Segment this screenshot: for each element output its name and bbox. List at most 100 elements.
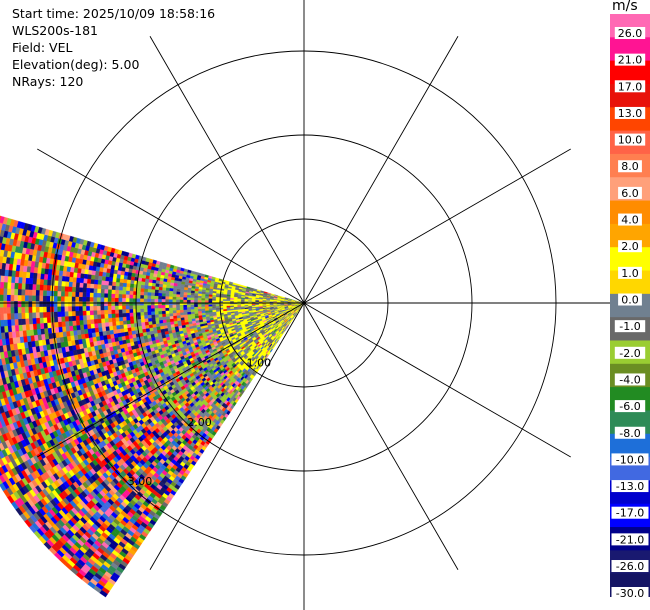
velocity-gate — [53, 316, 59, 323]
velocity-gate — [7, 275, 12, 283]
velocity-gate — [161, 301, 166, 306]
velocity-gate — [111, 321, 117, 326]
velocity-gate — [39, 322, 45, 330]
velocity-gate — [122, 290, 127, 295]
velocity-gate — [125, 312, 130, 317]
velocity-gate — [82, 310, 87, 316]
velocity-gate — [130, 326, 136, 332]
velocity-gate — [89, 287, 94, 293]
velocity-gate — [0, 294, 4, 302]
velocity-gate — [17, 288, 22, 296]
velocity-gate — [57, 285, 62, 292]
velocity-gate — [157, 307, 162, 312]
velocity-gate — [139, 308, 145, 313]
velocity-gate — [60, 311, 65, 317]
velocity-gate — [143, 308, 148, 313]
velocity-gate — [39, 295, 44, 302]
velocity-gate — [197, 308, 202, 312]
velocity-gate — [100, 297, 105, 302]
velocity-gate — [17, 300, 22, 308]
velocity-gate — [226, 305, 231, 308]
velocity-gate — [151, 317, 156, 322]
velocity-gate — [46, 290, 51, 297]
velocity-gate — [158, 319, 164, 324]
velocity-gate — [89, 314, 94, 320]
velocity-gate — [28, 283, 33, 290]
velocity-gate — [118, 305, 123, 310]
velocity-gate — [68, 281, 73, 287]
velocity-gate — [194, 308, 199, 312]
velocity-gate — [10, 288, 15, 296]
velocity-gate — [100, 305, 105, 311]
velocity-gate — [147, 308, 152, 312]
velocity-gate — [172, 312, 177, 317]
velocity-gate — [58, 326, 63, 333]
velocity-gate — [21, 283, 26, 290]
velocity-gate — [161, 295, 166, 300]
velocity-gate — [17, 294, 22, 302]
velocity-gate — [172, 301, 177, 305]
velocity-gate — [122, 316, 127, 321]
velocity-gate — [57, 316, 62, 323]
velocity-gate — [193, 295, 199, 298]
velocity-gate — [14, 312, 19, 320]
velocity-gate — [122, 286, 127, 291]
velocity-gate — [64, 291, 69, 297]
velocity-gate — [176, 314, 181, 319]
velocity-gate — [148, 320, 153, 325]
velocity-gate — [136, 291, 141, 296]
velocity-gate — [100, 288, 105, 294]
velocity-gate — [118, 316, 124, 322]
velocity-gate — [100, 284, 105, 290]
velocity-gate — [57, 290, 62, 297]
velocity-gate — [190, 297, 195, 301]
velocity-gate — [42, 301, 47, 307]
velocity-gate — [140, 291, 145, 296]
velocity-gate — [101, 326, 107, 332]
velocity-gate — [10, 306, 15, 314]
velocity-gate — [193, 304, 198, 307]
velocity-gate — [67, 301, 72, 307]
velocity-gate — [79, 324, 85, 330]
velocity-gate — [125, 286, 131, 291]
velocity-gate — [24, 312, 29, 319]
velocity-gate — [179, 304, 184, 308]
velocity-gate — [103, 305, 108, 311]
velocity-gate — [150, 304, 155, 309]
velocity-gate — [211, 304, 216, 307]
velocity-gate — [119, 324, 124, 330]
velocity-gate — [71, 301, 76, 307]
velocity-gate — [89, 296, 94, 302]
velocity-gate — [53, 295, 58, 302]
velocity-gate — [0, 281, 5, 289]
velocity-gate — [28, 295, 33, 302]
velocity-gate — [147, 317, 153, 322]
velocity-gate — [42, 290, 47, 296]
velocity-gate — [161, 310, 166, 315]
velocity-gate — [107, 293, 112, 298]
velocity-gate — [100, 301, 105, 306]
velocity-gate — [165, 304, 170, 308]
velocity-gate — [6, 288, 11, 295]
velocity-gate — [21, 312, 26, 319]
velocity-gate — [96, 309, 101, 315]
velocity-gate — [186, 297, 191, 300]
velocity-gate — [150, 308, 155, 312]
velocity-gate — [6, 306, 11, 314]
velocity-gate — [147, 288, 152, 293]
velocity-gate — [179, 312, 184, 316]
velocity-gate — [114, 297, 119, 302]
velocity-gate — [137, 325, 143, 330]
velocity-gate — [111, 289, 116, 294]
velocity-gate — [175, 296, 180, 300]
velocity-gate — [136, 315, 141, 320]
velocity-gate — [24, 295, 29, 302]
velocity-gate — [154, 298, 159, 303]
velocity-gate — [190, 294, 195, 298]
velocity-gate — [104, 288, 109, 294]
velocity-gate — [229, 303, 234, 306]
velocity-gate — [157, 301, 162, 306]
velocity-gate — [96, 301, 101, 307]
velocity-gate — [118, 289, 123, 295]
velocity-gate — [0, 313, 4, 321]
